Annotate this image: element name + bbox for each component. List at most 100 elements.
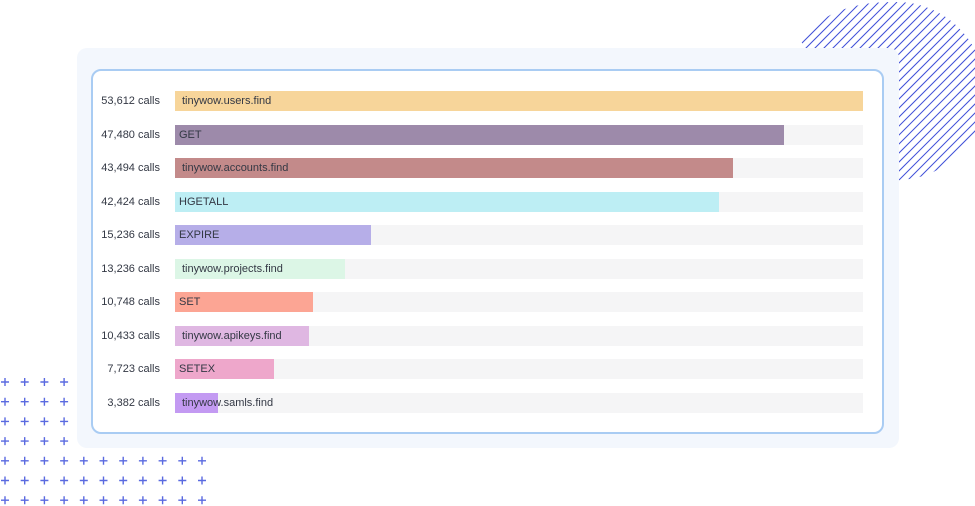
plus-icon bbox=[119, 476, 128, 485]
bar bbox=[175, 359, 274, 379]
bar-name-label: SETEX bbox=[179, 363, 216, 375]
plus-icon bbox=[20, 456, 29, 465]
value-label: 42,424 calls bbox=[101, 196, 160, 208]
plus-icon bbox=[40, 397, 49, 406]
plus-icon bbox=[20, 417, 29, 426]
value-label: 10,433 calls bbox=[101, 330, 160, 342]
plus-icon bbox=[198, 456, 206, 465]
bar bbox=[175, 292, 313, 312]
bar-track: SETEX bbox=[175, 359, 863, 379]
plus-icon bbox=[40, 456, 49, 465]
plus-icon bbox=[20, 397, 29, 406]
plus-icon bbox=[40, 496, 49, 505]
plus-icon bbox=[79, 456, 88, 465]
bar-name-label: EXPIRE bbox=[179, 229, 220, 241]
bar-name-label: tinywow.accounts.find bbox=[182, 162, 289, 174]
plus-icon bbox=[60, 397, 69, 406]
bar-track: tinywow.projects.find bbox=[175, 259, 863, 279]
bar-row: 10,748 calls SET bbox=[91, 292, 871, 312]
plus-icon bbox=[20, 476, 29, 485]
bar bbox=[175, 91, 863, 111]
plus-icon bbox=[99, 496, 108, 505]
stripe-line bbox=[800, 2, 880, 182]
stripe-line bbox=[800, 2, 862, 182]
plus-icon bbox=[138, 476, 147, 485]
bar-row: 3,382 calls tinywow.samls.find bbox=[91, 393, 871, 413]
plus-icon bbox=[138, 496, 147, 505]
bar-track: tinywow.samls.find bbox=[175, 393, 863, 413]
plus-icon bbox=[119, 496, 128, 505]
plus-icon bbox=[40, 378, 49, 386]
plus-icon bbox=[60, 456, 69, 465]
bar-track: GET bbox=[175, 125, 863, 145]
chart-card bbox=[91, 69, 884, 434]
bar-track: SET bbox=[175, 292, 863, 312]
bar-name-label: tinywow.apikeys.find bbox=[182, 330, 282, 342]
plus-icon bbox=[60, 437, 69, 446]
plus-icon bbox=[198, 496, 206, 505]
plus-icon bbox=[60, 417, 69, 426]
stripe-line bbox=[914, 2, 975, 182]
bar bbox=[175, 393, 218, 413]
bar-name-label: tinywow.users.find bbox=[182, 95, 272, 107]
stripe-line bbox=[800, 2, 853, 182]
plus-icon bbox=[40, 437, 49, 446]
plus-icon bbox=[158, 456, 167, 465]
bar bbox=[175, 326, 309, 346]
bar-name-label: tinywow.samls.find bbox=[182, 397, 274, 409]
plus-icon bbox=[99, 456, 108, 465]
stripe-line bbox=[959, 2, 975, 182]
bar-track: tinywow.apikeys.find bbox=[175, 326, 863, 346]
plus-icon bbox=[119, 456, 128, 465]
plus-icon bbox=[60, 378, 69, 386]
plus-icon bbox=[138, 456, 147, 465]
stripe-line bbox=[968, 2, 975, 182]
value-label: 3,382 calls bbox=[107, 397, 160, 409]
plus-icon bbox=[99, 476, 108, 485]
value-label: 13,236 calls bbox=[101, 263, 160, 275]
bar-track: tinywow.users.find bbox=[175, 91, 863, 111]
value-label: 43,494 calls bbox=[101, 162, 160, 174]
bar-row: 47,480 calls GET bbox=[91, 125, 871, 145]
plus-icon bbox=[60, 476, 69, 485]
value-label: 7,723 calls bbox=[107, 363, 160, 375]
plus-icon bbox=[79, 496, 88, 505]
bar-row: 43,494 calls tinywow.accounts.find bbox=[91, 158, 871, 178]
value-label: 10,748 calls bbox=[101, 296, 160, 308]
plus-icon bbox=[158, 476, 167, 485]
plus-icon bbox=[40, 476, 49, 485]
stripe-line bbox=[950, 2, 975, 182]
plus-icon bbox=[198, 476, 206, 485]
plus-icon bbox=[20, 496, 29, 505]
plus-grid-decoration bbox=[1, 378, 206, 505]
bar-row: 53,612 calls tinywow.users.find bbox=[91, 91, 871, 111]
plus-icon bbox=[60, 496, 69, 505]
plus-icon bbox=[178, 456, 187, 465]
bar-track: HGETALL bbox=[175, 192, 863, 212]
stripe-line bbox=[869, 2, 975, 182]
plus-icon bbox=[1, 437, 9, 446]
plus-icon bbox=[40, 417, 49, 426]
stripe-line bbox=[905, 2, 975, 182]
plus-icon bbox=[20, 437, 29, 446]
stripe-line bbox=[923, 2, 975, 182]
bar bbox=[175, 259, 345, 279]
bar bbox=[175, 225, 371, 245]
plus-icon bbox=[178, 476, 187, 485]
plus-icon bbox=[79, 476, 88, 485]
value-label: 47,480 calls bbox=[101, 129, 160, 141]
plus-icon bbox=[1, 496, 9, 505]
plus-icon bbox=[178, 496, 187, 505]
stripe-line bbox=[941, 2, 975, 182]
stripe-line bbox=[887, 2, 975, 182]
value-label: 15,236 calls bbox=[101, 229, 160, 241]
plus-icon bbox=[1, 417, 9, 426]
plus-icon bbox=[1, 456, 9, 465]
bar-row: 10,433 calls tinywow.apikeys.find bbox=[91, 326, 871, 346]
bar-name-label: tinywow.projects.find bbox=[182, 263, 283, 275]
bar-row: 7,723 calls SETEX bbox=[91, 359, 871, 379]
plus-icon bbox=[1, 378, 9, 386]
bar-name-label: SET bbox=[179, 296, 201, 308]
stripe-line bbox=[800, 2, 871, 182]
stripe-line bbox=[800, 2, 889, 182]
